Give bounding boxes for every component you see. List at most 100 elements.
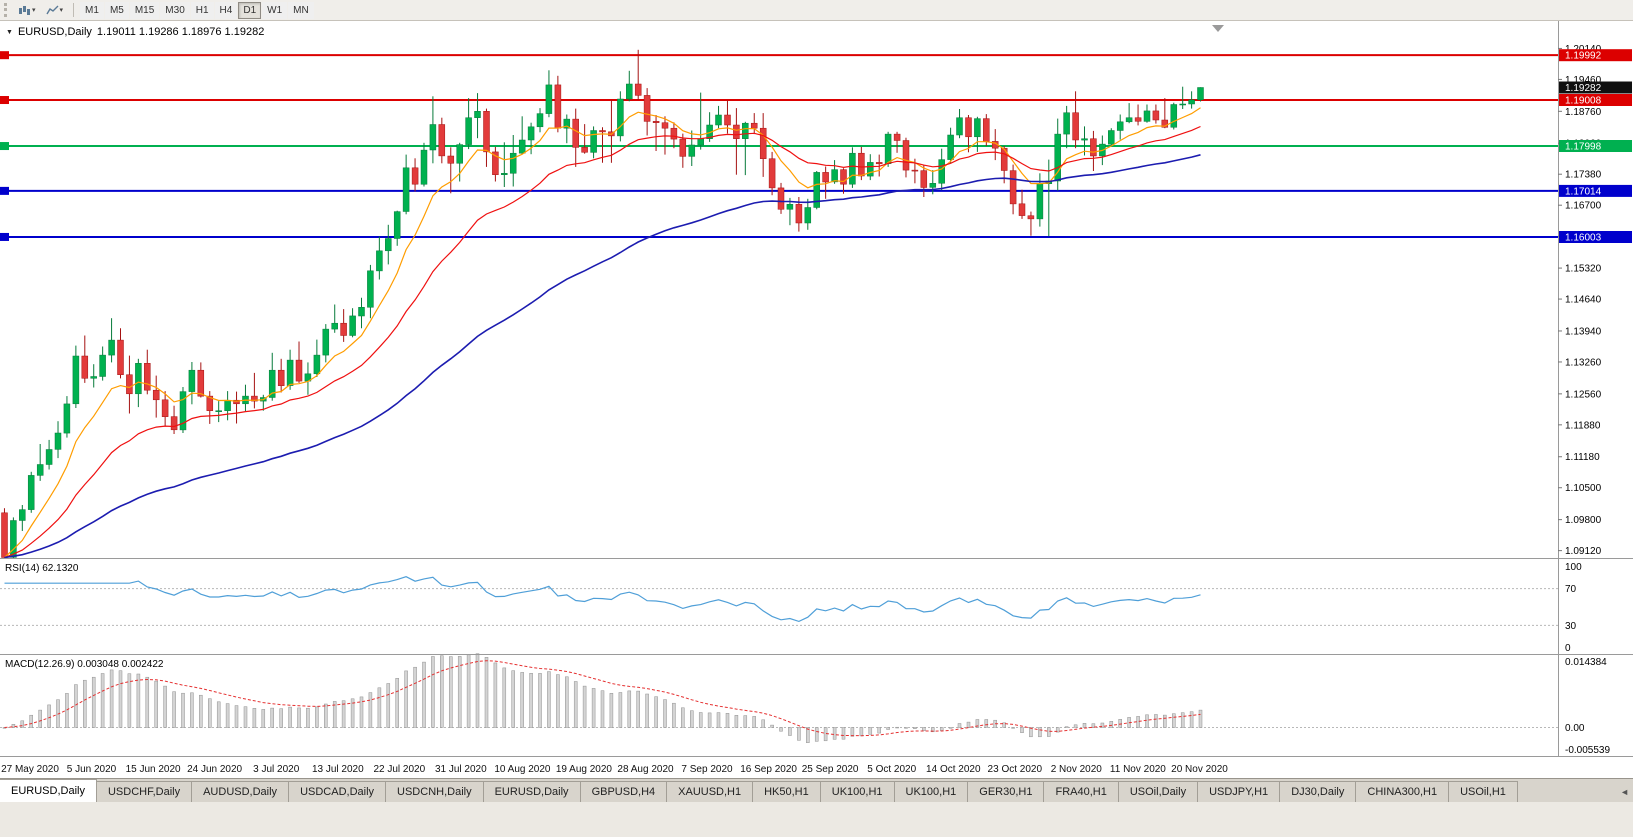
macd-histogram-bar [1145,714,1149,728]
date-label: 11 Nov 2020 [1110,764,1166,775]
chart-tab-fra40-h1[interactable]: FRA40,H1 [1043,781,1119,802]
timeframe-button-m15[interactable]: M15 [129,1,160,19]
chart-tab-china300-h1[interactable]: CHINA300,H1 [1355,781,1450,802]
rsi-label: RSI(14) 62.1320 [5,563,79,574]
macd-histogram-bar [734,715,739,728]
date-label: 16 Sep 2020 [740,764,797,775]
candle-body [956,117,963,136]
price-badges: 1.19992 1.19008 1.17998 1.17014 1.16003 1.192… [1559,49,1632,244]
timeframe-button-h1[interactable]: H1 [190,1,214,19]
chart-tab-usoil-daily[interactable]: USOil,Daily [1117,781,1199,802]
candle-body [117,339,124,375]
date-label: 3 Jul 2020 [253,764,300,775]
macd-axis[interactable]: 0.014384 0.00 -0.005539 [1565,657,1610,756]
chart-tab-usdchf-daily[interactable]: USDCHF,Daily [95,781,193,802]
macd-histogram-bar [681,707,685,728]
candle-body [849,152,856,185]
macd-histogram-bar [1172,713,1176,728]
price-tick-label: 1.14640 [1565,295,1602,306]
macd-histogram-bar [29,714,33,728]
timeframe-button-m1[interactable]: M1 [80,1,104,19]
chart-tab-ger30-h1[interactable]: GER30,H1 [967,781,1045,802]
candle-body [902,140,910,171]
macd-histogram-bar [556,674,560,728]
timeframe-button-mn[interactable]: MN [288,1,314,19]
chart-tab-eurusd-daily[interactable]: EURUSD,Daily [482,781,581,802]
macd-histogram-bar [181,692,185,728]
chart-type-button[interactable]: ▾ [14,2,40,19]
chart-tab-usdcad-daily[interactable]: USDCAD,Daily [288,781,387,802]
candle-body [144,363,151,391]
level-left-tag [0,51,9,60]
chart-tab-usdcnh-daily[interactable]: USDCNH,Daily [385,781,484,802]
timeframe-button-h4[interactable]: H4 [214,1,238,19]
tab-scroll-left-button[interactable]: ◄ [1620,787,1629,797]
chart-tab-uk100-h1[interactable]: UK100,H1 [893,781,969,802]
macd-histogram-bar [11,724,16,728]
rsi-line [4,576,1201,623]
candle-body [974,118,981,138]
macd-histogram-bar [636,690,640,728]
timeframe-button-w1[interactable]: W1 [262,1,288,19]
macd-histogram-bar [100,673,105,728]
macd-histogram-bar [823,727,828,742]
price-badge [1559,231,1632,243]
candle-body [1179,103,1186,106]
candle-body [822,172,829,183]
candle-body [777,187,785,210]
price-axis[interactable]: 1.201401.194601.187601.180601.173801.167… [1558,44,1602,557]
candle-body [929,183,937,188]
macd-histogram-bar [850,727,855,737]
chart-tab-hk50-h1[interactable]: HK50,H1 [752,781,821,802]
timeframe-button-d1[interactable]: D1 [238,1,262,19]
rsi-axis[interactable]: 100 70 30 0 [1565,562,1582,654]
macd-histogram-bar [698,712,703,728]
price-badge-label: 1.17014 [1565,186,1602,197]
macd-histogram-bar [609,693,614,728]
candle-body [456,144,463,164]
candle-body [152,389,160,401]
chart-tab-gbpusd-h4[interactable]: GBPUSD,H4 [579,781,668,802]
date-label: 31 Jul 2020 [435,764,487,775]
date-axis[interactable]: 27 May 2020 5 Jun 2020 15 Jun 2020 24 Jun 2… [1,764,1228,775]
price-tick-label: 1.13260 [1565,358,1602,369]
candle-body [492,151,499,175]
macd-histogram-bar [806,727,810,743]
candle-body [170,416,178,431]
candle-body [1036,183,1044,220]
macd-histogram-bar [761,719,765,728]
moving-averages [4,107,1201,559]
timeframe-button-m30[interactable]: M30 [160,1,190,19]
candle-body [1197,87,1204,101]
line-chart-menu-button[interactable]: ▾ [42,2,68,19]
macd-layer [2,653,1203,743]
timeframe-buttons: M1 M5 M15 M30 H1 H4 D1 W1 MN [80,1,314,19]
candle-body [126,374,133,395]
candle-body [27,475,35,510]
macd-histogram-bar [752,716,756,728]
chart-tab-uk100-h1[interactable]: UK100,H1 [819,781,895,802]
chart-tab-audusd-daily[interactable]: AUDUSD,Daily [191,781,290,802]
chart-shift-marker[interactable] [1212,25,1224,32]
chart-canvas[interactable]: 1.201401.194601.187601.180601.173801.167… [0,21,1633,778]
macd-histogram-bar [466,654,471,728]
chart-tab-usdjpy-h1[interactable]: USDJPY,H1 [1197,781,1281,802]
candle-body [742,122,749,139]
chart-tab-dj30-daily[interactable]: DJ30,Daily [1279,781,1357,802]
macd-histogram-bar [190,692,194,728]
toolbar-grip[interactable] [4,3,9,17]
macd-histogram-bar [109,669,114,728]
candle-body [277,369,285,386]
macd-histogram-bar [814,727,819,742]
chart-tab-eurusd-daily[interactable]: EURUSD,Daily [0,779,97,802]
chart-tab-usoil-h1[interactable]: USOil,H1 [1448,781,1518,802]
macd-histogram-bar [315,706,319,728]
rsi-tick-label: 100 [1565,562,1582,573]
horizontal-level-lines[interactable] [0,51,1558,241]
collapse-triangle-icon[interactable]: ▼ [6,28,13,36]
timeframe-button-m5[interactable]: M5 [104,1,129,19]
candle-body [1054,133,1061,182]
candle-body [724,114,731,126]
candle-body [795,204,803,224]
chart-tab-xauusd-h1[interactable]: XAUUSD,H1 [666,781,754,802]
